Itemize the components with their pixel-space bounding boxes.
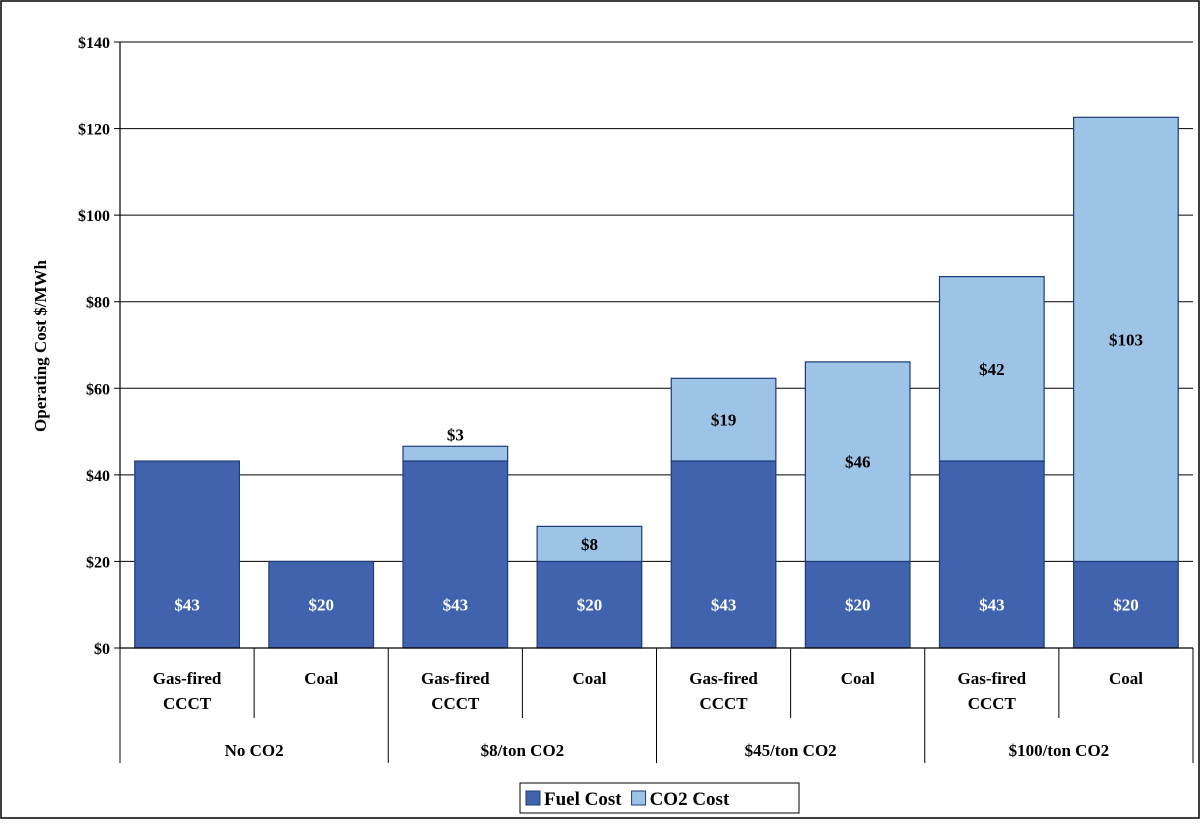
y-tick-label: $60 (86, 381, 110, 398)
legend-label: Fuel Cost (544, 789, 622, 810)
bar-segment-co2-cost (670, 377, 777, 462)
legend-box (519, 782, 800, 814)
data-label: $19 (711, 411, 737, 430)
bar-segment-co2-cost (402, 445, 509, 462)
x-group-label: $8/ton CO2 (481, 741, 565, 760)
data-label: $42 (979, 360, 1005, 379)
legend-swatch (631, 790, 647, 806)
bar-segment-co2-cost (938, 276, 1045, 462)
legend-swatch (525, 790, 541, 806)
y-tick-label: $20 (86, 554, 110, 571)
y-tick-label: $0 (94, 641, 110, 658)
x-category-label: Gas-fired CCCT (958, 669, 1027, 713)
bar-segment-co2-cost (1073, 116, 1179, 563)
y-axis-title: Operating Cost $/MWh (31, 260, 50, 432)
x-category-label: Coal (841, 669, 875, 688)
x-group-label: $100/ton CO2 (1009, 741, 1110, 760)
bar-segment-co2-cost (804, 361, 911, 563)
data-label: $43 (979, 596, 1005, 615)
bar-segment-co2-cost (536, 525, 643, 563)
data-label: $20 (845, 596, 871, 615)
y-tick-label: $80 (86, 295, 110, 312)
x-category-label: Gas-fired CCCT (689, 669, 758, 713)
data-label: $20 (577, 596, 603, 615)
data-label: $43 (174, 596, 200, 615)
bar-segment-fuel-cost (268, 560, 375, 649)
data-label: $8 (581, 535, 598, 554)
x-category-label: Gas-fired CCCT (421, 669, 490, 713)
x-category-label: Coal (304, 669, 338, 688)
bar-segment-fuel-cost (402, 460, 509, 649)
x-category-label: Coal (1109, 669, 1143, 688)
y-tick-label: $100 (78, 208, 110, 225)
data-label: $20 (308, 596, 334, 615)
bar-segment-fuel-cost (670, 460, 777, 649)
y-tick-label: $140 (78, 35, 110, 52)
data-label: $20 (1113, 596, 1139, 615)
data-label: $103 (1109, 330, 1143, 349)
legend-label: CO2 Cost (650, 789, 730, 810)
bar-segment-fuel-cost (134, 460, 240, 649)
bar-segment-fuel-cost (536, 560, 643, 649)
bar-segment-fuel-cost (938, 460, 1045, 649)
y-tick-label: $40 (86, 468, 110, 485)
x-group-label: $45/ton CO2 (745, 741, 837, 760)
data-label: $3 (447, 425, 464, 444)
y-tick-label: $120 (78, 122, 110, 139)
data-label: $43 (711, 596, 737, 615)
x-category-label: Gas-fired CCCT (153, 669, 222, 713)
x-category-label: Coal (572, 669, 606, 688)
data-label: $46 (845, 453, 871, 472)
x-group-label: No CO2 (225, 741, 284, 760)
data-label: $43 (443, 596, 469, 615)
